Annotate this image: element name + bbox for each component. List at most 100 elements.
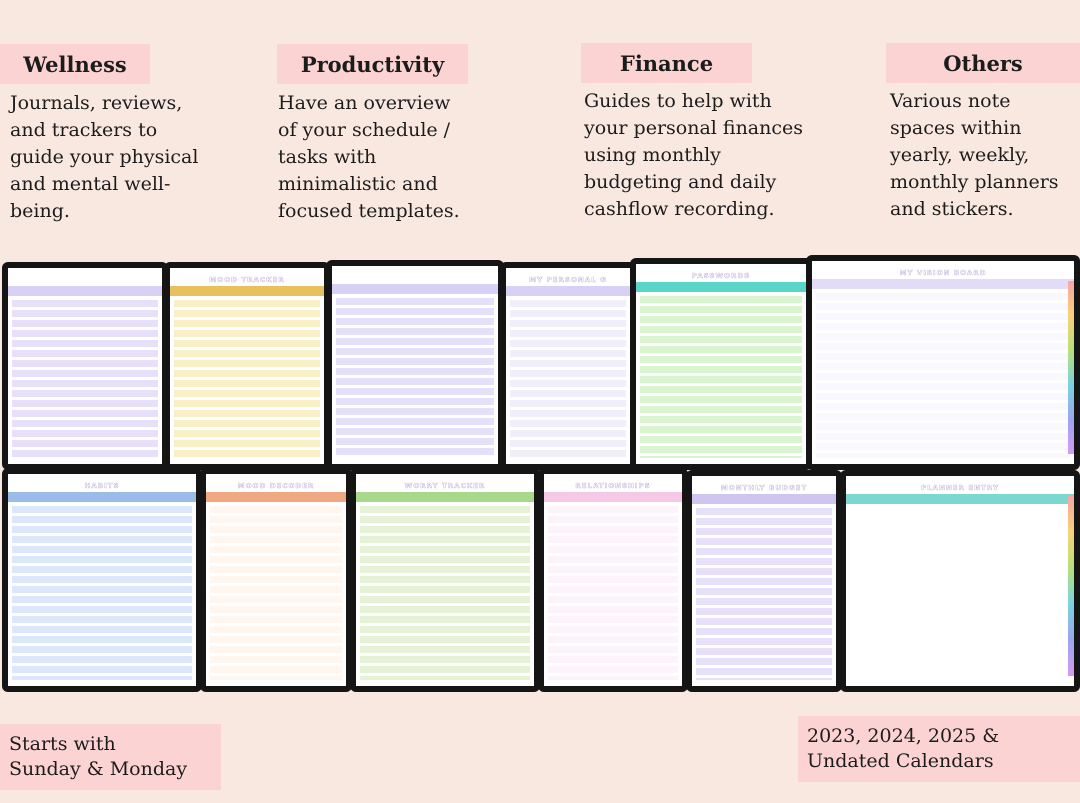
tab-strip: [812, 261, 1074, 267]
tab-strip: [332, 266, 498, 272]
screen: [332, 266, 498, 464]
text-line: Journals, reviews,: [10, 92, 183, 114]
row-stripes: [12, 506, 192, 680]
tab-strip: [206, 474, 346, 480]
screen-title: MY PERSONAL G: [529, 276, 607, 284]
tab-strip: [170, 268, 324, 274]
tab-strip: [356, 474, 534, 480]
side-tabs: [1068, 281, 1074, 454]
text-line: of your schedule /: [278, 119, 451, 141]
screen-title: HABITS: [84, 482, 120, 490]
screen: [8, 268, 162, 464]
text-line: your personal finances: [584, 117, 804, 139]
text-line: monthly planners: [890, 171, 1059, 193]
side-tabs: [1068, 496, 1074, 676]
note: 2023, 2024, 2025 & Undated Calendars: [798, 716, 1080, 782]
text-line: Various note: [890, 90, 1011, 112]
screen: MY PERSONAL G: [506, 268, 630, 464]
note: Starts with Sunday & Monday: [0, 724, 221, 790]
screen: PASSWORDS: [636, 264, 806, 464]
text-line: Have an overview: [278, 92, 451, 114]
section-text: Guides to help with your personal finance…: [584, 88, 803, 223]
text-line: Undated Calendars: [807, 750, 994, 772]
header-band: [170, 286, 324, 296]
row-stripes: [850, 508, 1070, 680]
header-band: [8, 492, 196, 502]
screen-title: MY VISION BOARD: [899, 269, 987, 277]
text-line: and mental well-: [10, 173, 171, 195]
screen: MY VISION BOARD: [812, 261, 1074, 464]
text-line: Starts with: [9, 733, 116, 755]
screen-title: PASSWORDS: [691, 272, 751, 280]
planner-screen: PLANNER ENTRY: [840, 470, 1080, 692]
text-line: being.: [10, 200, 70, 222]
text-line: using monthly: [584, 144, 721, 166]
screen: RELATIONSHIPS: [544, 474, 682, 686]
row-stripes: [174, 300, 320, 458]
header-band: [812, 279, 1074, 289]
text-line: spaces within: [890, 117, 1022, 139]
tab-strip: [636, 264, 806, 270]
planner-screen: MOOD DECODER: [200, 468, 352, 692]
screen-title: MONTHLY BUDGET: [720, 484, 808, 492]
row-stripes: [548, 506, 678, 680]
row-stripes: [336, 298, 494, 458]
section-text: Journals, reviews, and trackers to guide y…: [10, 90, 198, 225]
screen: PLANNER ENTRY: [846, 476, 1074, 686]
planner-screen: RELATIONSHIPS: [538, 468, 688, 692]
header-band: [332, 284, 498, 294]
text-line: focused templates.: [278, 200, 460, 222]
tab-strip: [8, 268, 162, 274]
text-line: 2023, 2024, 2025 &: [807, 725, 1000, 747]
text-line: Guides to help with: [584, 90, 772, 112]
row-stripes: [640, 296, 802, 458]
planner-screen: PASSWORDS: [630, 258, 812, 470]
planner-screen: WORRY TRACKER: [350, 468, 540, 692]
tab-strip: [544, 474, 682, 480]
tab-strip: [692, 476, 836, 482]
planner-screen: MOOD TRACKER: [164, 262, 330, 470]
row-stripes: [12, 300, 158, 458]
planner-screen: MY VISION BOARD: [806, 255, 1080, 470]
planner-screen: HABITS: [2, 468, 202, 692]
planner-screen: MONTHLY BUDGET: [686, 470, 842, 692]
screen: HABITS: [8, 474, 196, 686]
section-text: Have an overview of your schedule / tasks …: [278, 90, 460, 225]
section-title: Productivity: [277, 44, 468, 84]
screen: WORRY TRACKER: [356, 474, 534, 686]
header-band: [692, 494, 836, 504]
section-title: Wellness: [0, 44, 150, 84]
screen: MONTHLY BUDGET: [692, 476, 836, 686]
text-line: and trackers to: [10, 119, 158, 141]
text-line: Sunday & Monday: [9, 758, 188, 780]
header-band: [544, 492, 682, 502]
screen-title: WORRY TRACKER: [404, 482, 486, 490]
header-band: [846, 494, 1074, 504]
planner-screen: [2, 262, 168, 470]
header-band: [506, 286, 630, 296]
row-stripes: [816, 293, 1070, 458]
screen-title: RELATIONSHIPS: [575, 482, 651, 490]
text-line: yearly, weekly,: [890, 144, 1030, 166]
row-stripes: [210, 506, 342, 680]
planner-screen: [326, 260, 504, 470]
text-line: and stickers.: [890, 198, 1014, 220]
header-band: [8, 286, 162, 296]
section-title: Others: [886, 43, 1080, 83]
header-band: [356, 492, 534, 502]
screen: MOOD TRACKER: [170, 268, 324, 464]
text-line: cashflow recording.: [584, 198, 775, 220]
text-line: budgeting and daily: [584, 171, 777, 193]
header-band: [206, 492, 346, 502]
text-line: minimalistic and: [278, 173, 438, 195]
screen-title: PLANNER ENTRY: [921, 484, 999, 492]
planner-screen: MY PERSONAL G: [500, 262, 636, 470]
screen-title: MOOD DECODER: [237, 482, 315, 490]
header-band: [636, 282, 806, 292]
row-stripes: [510, 300, 626, 458]
text-line: guide your physical: [10, 146, 199, 168]
screen: MOOD DECODER: [206, 474, 346, 686]
section-text: Various note spaces within yearly, weekly,…: [890, 88, 1059, 223]
text-line: tasks with: [278, 146, 377, 168]
